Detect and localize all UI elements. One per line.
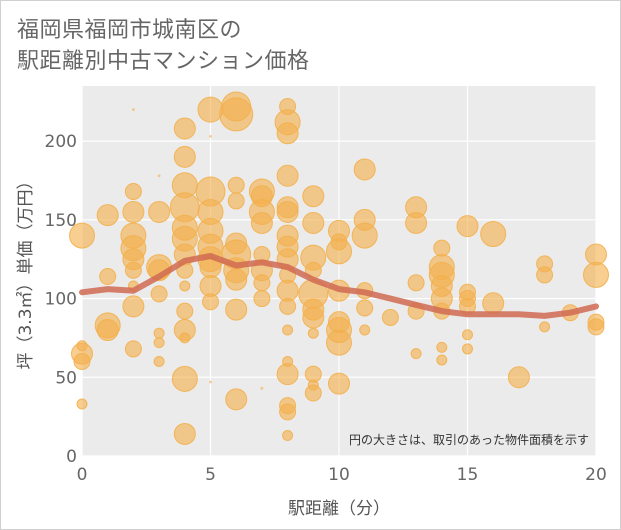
bubble-2 xyxy=(73,353,91,371)
bubble-70 xyxy=(260,386,264,390)
y-tick-label-4: 200 xyxy=(45,132,77,152)
bubble-27 xyxy=(173,117,196,140)
bubble-136 xyxy=(507,366,530,389)
bubble-88 xyxy=(282,430,294,442)
bubble-132 xyxy=(462,329,473,341)
bubble-16 xyxy=(122,295,145,318)
y-tick-label-3: 150 xyxy=(45,211,77,231)
bubble-5 xyxy=(96,204,119,227)
bubble-73 xyxy=(276,122,299,145)
bubble-120 xyxy=(433,239,451,257)
bubble-50 xyxy=(202,293,219,311)
bubble-22 xyxy=(150,285,168,303)
bubble-59 xyxy=(225,268,248,291)
bubble-138 xyxy=(536,266,554,284)
x-axis-label: 駅距離（分） xyxy=(288,499,390,519)
bubble-69 xyxy=(253,290,271,308)
bubble-39 xyxy=(171,365,198,392)
bubble-54 xyxy=(227,176,245,194)
bubble-102 xyxy=(326,238,352,265)
chart-title-line-2: 駅距離別中古マンション価格 xyxy=(17,49,310,74)
size-annotation: 円の大きさは、取引のあった物件面積を示す xyxy=(349,432,589,447)
bubble-36 xyxy=(176,302,194,320)
bubble-53 xyxy=(219,97,254,132)
bubble-3 xyxy=(76,398,88,410)
bubble-142 xyxy=(583,261,609,288)
bubble-112 xyxy=(356,299,374,317)
bubble-110 xyxy=(351,222,378,249)
x-tick-label-1: 5 xyxy=(205,465,216,485)
bubble-127 xyxy=(436,354,448,366)
bubble-133 xyxy=(462,343,473,355)
bubble-9 xyxy=(124,182,142,200)
bubble-85 xyxy=(276,363,299,386)
bubble-17 xyxy=(124,340,142,358)
bubble-51 xyxy=(209,380,212,384)
bubble-8 xyxy=(96,319,119,342)
bubble-106 xyxy=(326,329,352,356)
bubble-95 xyxy=(302,306,325,329)
y-axis-ticks: 0 50 100 150 200 xyxy=(45,132,77,467)
bubble-139 xyxy=(539,321,551,333)
bubble-141 xyxy=(585,243,607,266)
x-tick-label-3: 15 xyxy=(457,465,479,485)
bubble-65 xyxy=(250,211,273,234)
trend-line xyxy=(79,253,599,319)
bubble-10 xyxy=(122,200,145,223)
x-tick-label-4: 20 xyxy=(585,465,607,485)
bubble-144 xyxy=(587,318,605,336)
bubble-24 xyxy=(153,337,165,349)
bubble-99 xyxy=(304,384,322,402)
bubble-128 xyxy=(456,215,479,238)
bubble-126 xyxy=(436,341,448,353)
y-axis-label: 坪（3.3㎡）単価（万円） xyxy=(16,172,36,369)
bubble-107 xyxy=(328,372,350,395)
bubble-40 xyxy=(173,422,196,445)
bubble-4 xyxy=(76,340,88,352)
bubble-38 xyxy=(179,332,191,344)
bubble-119 xyxy=(410,348,422,360)
bubble-25 xyxy=(153,356,165,368)
bubble-135 xyxy=(482,292,505,315)
x-axis-ticks: 0 5 10 15 20 xyxy=(77,465,607,485)
y-tick-label-0: 0 xyxy=(66,447,77,467)
chart-title: 福岡県福岡市城南区の 駅距離別中古マンション価格 xyxy=(17,15,310,77)
bubble-42 xyxy=(209,134,212,138)
y-tick-label-2: 100 xyxy=(45,290,77,310)
bubble-87 xyxy=(279,403,297,421)
x-tick-label-2: 10 xyxy=(328,465,350,485)
bubble-26 xyxy=(157,174,161,178)
bubble-35 xyxy=(179,280,191,292)
bubble-76 xyxy=(276,200,299,223)
bubble-19 xyxy=(148,200,171,223)
bubble-23 xyxy=(153,327,165,339)
bubble-117 xyxy=(407,274,425,292)
bubble-60 xyxy=(225,298,248,321)
bubble-89 xyxy=(302,185,325,208)
bubble-114 xyxy=(381,308,399,326)
bubble-68 xyxy=(253,274,271,292)
bubble-134 xyxy=(480,221,507,247)
bubble-61 xyxy=(225,388,248,411)
bubble-6 xyxy=(99,268,117,286)
bubble-41 xyxy=(197,96,224,123)
chart-title-line-1: 福岡県福岡市城南区の xyxy=(17,18,243,43)
bubble-28 xyxy=(173,145,196,168)
bubble-90 xyxy=(302,211,325,234)
bubble-18 xyxy=(132,108,135,112)
y-tick-label-1: 50 xyxy=(55,368,77,388)
bubble-74 xyxy=(276,164,299,187)
bubble-82 xyxy=(279,297,297,315)
bubble-113 xyxy=(359,324,371,336)
bubble-116 xyxy=(405,211,428,234)
x-tick-label-0: 0 xyxy=(77,465,88,485)
bubble-0 xyxy=(69,222,95,249)
bubble-14 xyxy=(124,261,142,279)
bubble-83 xyxy=(282,324,294,336)
bubble-108 xyxy=(353,158,376,181)
bubble-55 xyxy=(227,192,245,210)
bubble-96 xyxy=(307,327,319,339)
